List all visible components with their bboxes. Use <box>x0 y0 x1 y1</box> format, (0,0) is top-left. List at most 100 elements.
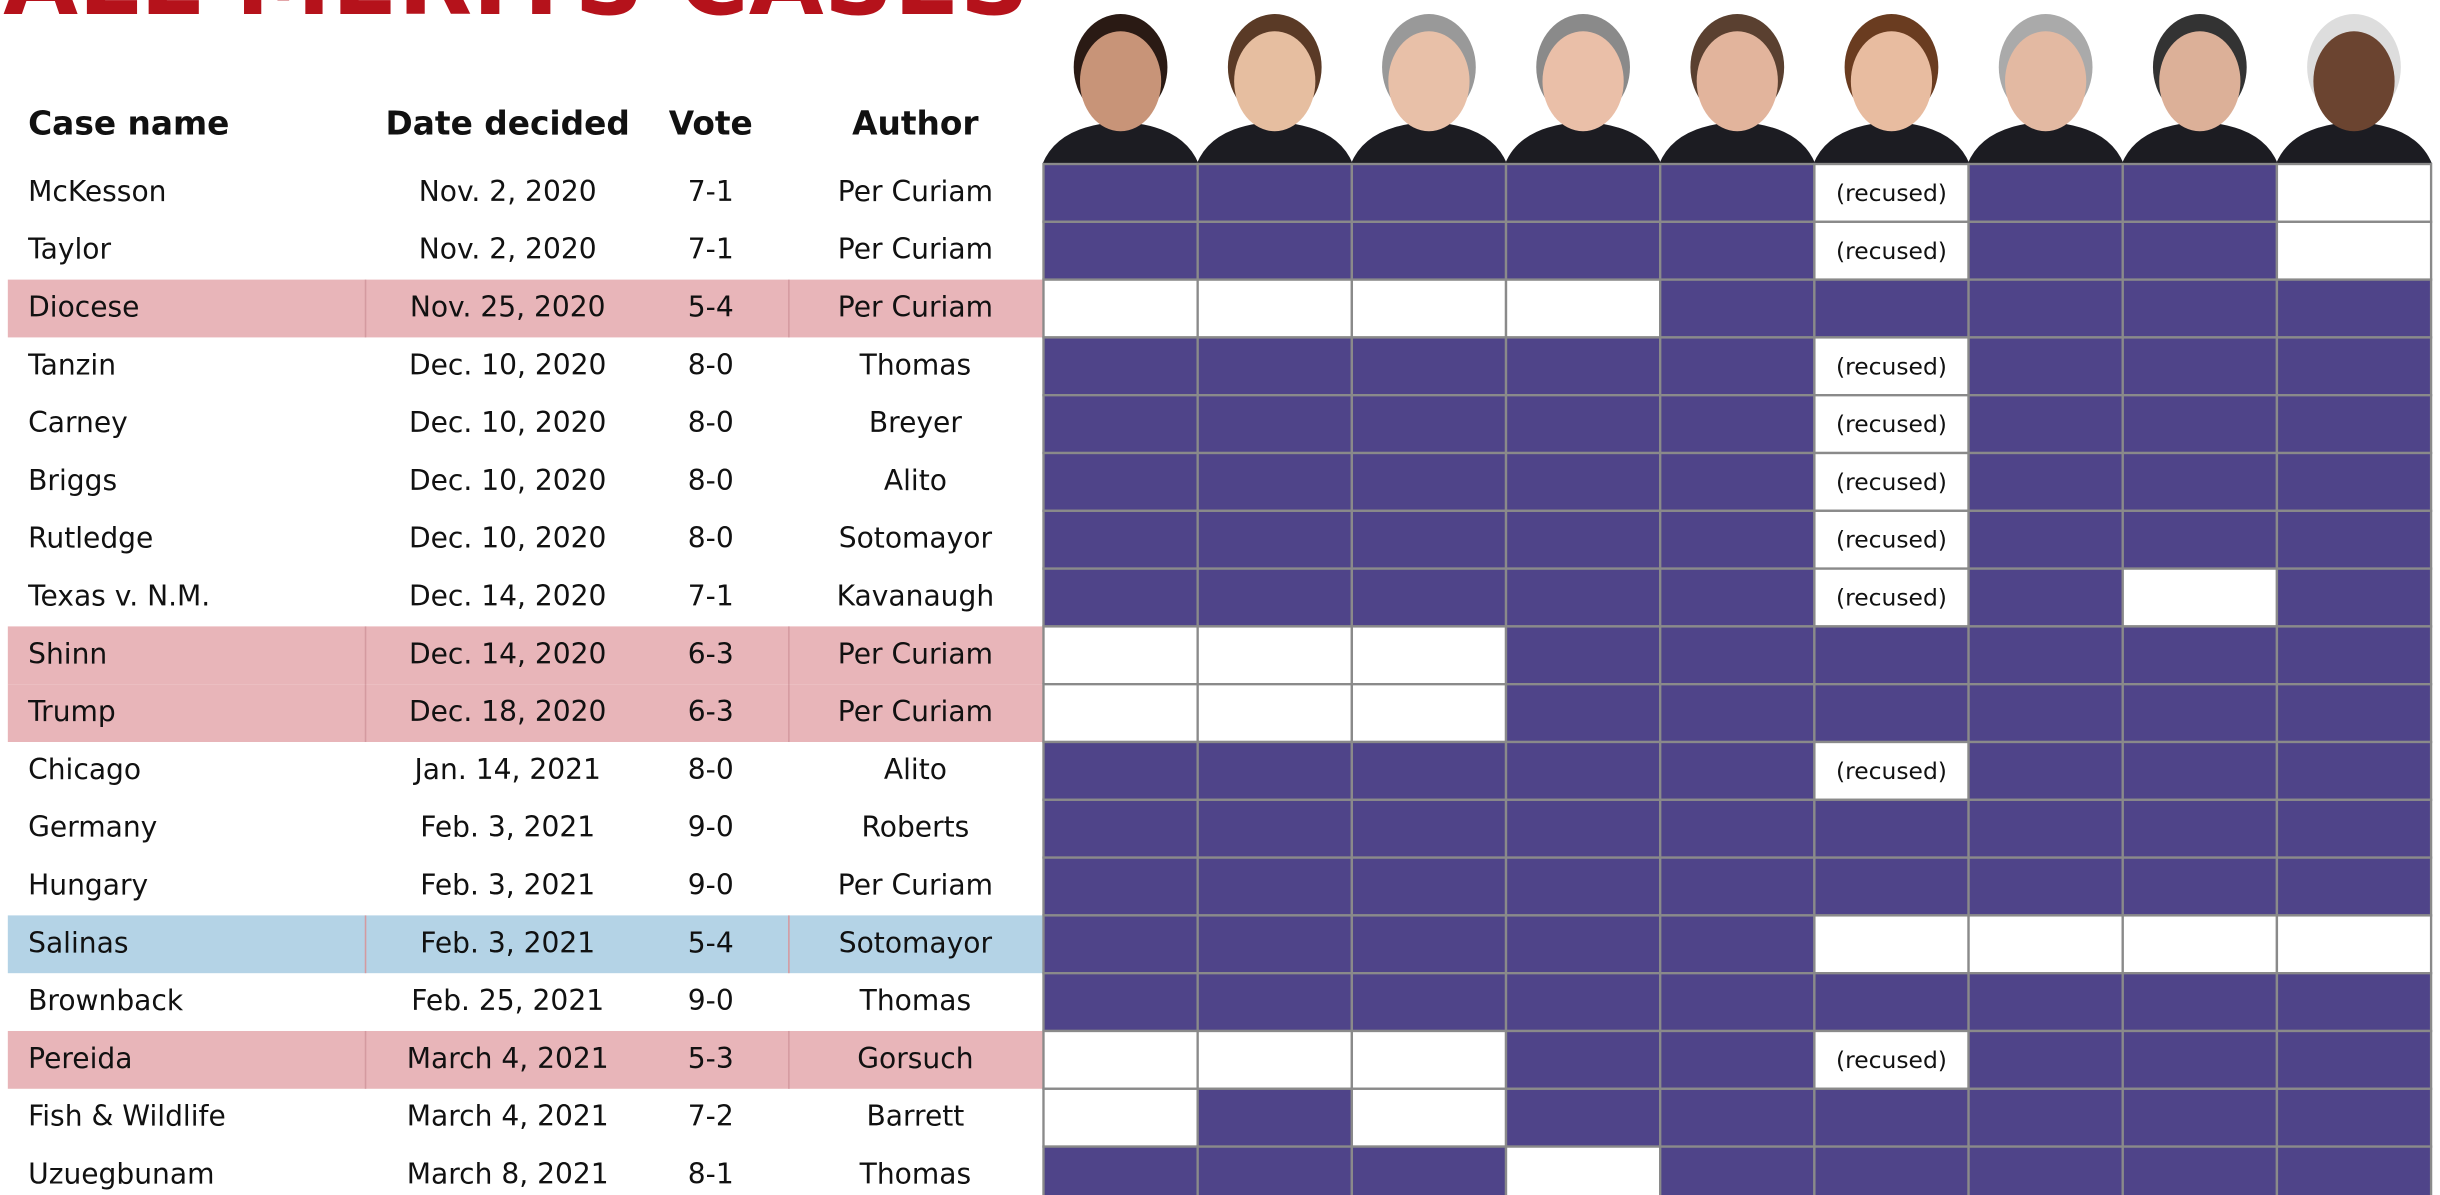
vote-cell <box>1043 511 1197 569</box>
recused-label: (recused) <box>1836 179 1947 207</box>
vote-cell <box>2277 800 2431 858</box>
vote-cell <box>1814 1147 1968 1195</box>
vote-cell <box>1352 684 1506 742</box>
vote-cell <box>1506 973 1660 1031</box>
vote-cell <box>2277 511 2431 569</box>
face <box>1080 31 1161 131</box>
vote-cell <box>1198 164 1352 222</box>
vote-cell <box>2123 742 2277 800</box>
vote-cell <box>1043 858 1197 916</box>
vote-cell <box>1506 626 1660 684</box>
vote-cell <box>1660 684 1814 742</box>
vote-cell <box>2277 337 2431 395</box>
cell-text: 7-1 <box>688 580 734 613</box>
vote-cell <box>1198 337 1352 395</box>
vote-cell <box>1969 453 2123 511</box>
vote-cell <box>2123 858 2277 916</box>
vote-cell <box>2277 858 2431 916</box>
vote-cell <box>1043 164 1197 222</box>
vote-cell <box>1043 1147 1197 1195</box>
vote-cell <box>1198 395 1352 453</box>
vote-cell <box>1660 973 1814 1031</box>
vote-cell <box>2123 973 2277 1031</box>
vote-cell <box>1660 453 1814 511</box>
cell-text: Per Curiam <box>838 291 993 324</box>
cell-text: 5-4 <box>688 926 734 959</box>
recused-label: (recused) <box>1836 757 1947 785</box>
vote-cell <box>2277 569 2431 627</box>
vote-cell <box>1198 1147 1352 1195</box>
vote-cell <box>1660 222 1814 280</box>
vote-cell <box>1043 280 1197 338</box>
cell-text: Feb. 3, 2021 <box>420 811 595 844</box>
face <box>2313 31 2394 131</box>
vote-cell <box>2277 915 2431 973</box>
vote-cell <box>2123 1147 2277 1195</box>
vote-cell <box>1352 395 1506 453</box>
face <box>1542 31 1623 131</box>
vote-cell <box>1660 511 1814 569</box>
vote-cell <box>1043 337 1197 395</box>
cell-text: Dec. 10, 2020 <box>409 348 606 381</box>
vote-cell <box>2277 222 2431 280</box>
vote-cell <box>1352 973 1506 1031</box>
vote-cell <box>1352 453 1506 511</box>
cell-text: Nov. 2, 2020 <box>419 175 597 208</box>
column-header: Case name <box>28 104 229 142</box>
cell-text: 5-3 <box>688 1042 734 1075</box>
vote-cell <box>1198 280 1352 338</box>
vote-cell <box>1043 800 1197 858</box>
cell-text: Fish & Wildlife <box>28 1100 226 1133</box>
cell-text: Roberts <box>861 811 969 844</box>
vote-cell <box>1660 1089 1814 1147</box>
face <box>1234 31 1315 131</box>
cell-text: Alito <box>884 753 947 786</box>
cell-text: 8-0 <box>688 406 734 439</box>
vote-cell <box>1198 1031 1352 1089</box>
vote-cell <box>1660 742 1814 800</box>
vote-cell <box>1198 222 1352 280</box>
cell-text: Per Curiam <box>838 637 993 670</box>
cell-text: 8-0 <box>688 348 734 381</box>
vote-cell <box>1043 1031 1197 1089</box>
cell-text: Breyer <box>869 406 962 439</box>
vote-cell <box>2123 1031 2277 1089</box>
cell-text: Chicago <box>28 753 141 786</box>
cell-text: Feb. 3, 2021 <box>420 926 595 959</box>
vote-cell <box>1969 684 2123 742</box>
vote-cell <box>1043 453 1197 511</box>
vote-cell <box>1814 684 1968 742</box>
vote-cell <box>1660 395 1814 453</box>
cell-text: 6-3 <box>688 695 734 728</box>
cell-text: 9-0 <box>688 811 734 844</box>
face <box>2159 31 2240 131</box>
cell-text: Carney <box>28 406 128 439</box>
vote-cell <box>2277 453 2431 511</box>
cell-text: McKesson <box>28 175 166 208</box>
vote-cell <box>1506 511 1660 569</box>
vote-cell <box>1969 280 2123 338</box>
cell-text: 7-1 <box>688 233 734 266</box>
vote-cell <box>1352 626 1506 684</box>
vote-cell <box>2277 684 2431 742</box>
cell-text: March 8, 2021 <box>407 1157 609 1190</box>
title: ALL MERITS CASES <box>3 0 1029 37</box>
vote-cell <box>1506 337 1660 395</box>
vote-cell <box>2123 1089 2277 1147</box>
vote-cell <box>1969 164 2123 222</box>
vote-cell <box>2277 164 2431 222</box>
recused-label: (recused) <box>1836 526 1947 554</box>
cell-text: Brownback <box>28 984 184 1017</box>
cell-text: Trump <box>27 695 116 728</box>
cell-text: Dec. 18, 2020 <box>409 695 606 728</box>
vote-cell <box>1198 569 1352 627</box>
recused-label: (recused) <box>1836 410 1947 438</box>
vote-cell <box>1660 280 1814 338</box>
vote-cell <box>1198 915 1352 973</box>
cell-text: Per Curiam <box>838 695 993 728</box>
page: ALL MERITS CASES Case nameDate decidedVo… <box>0 0 2440 1195</box>
vote-cell <box>1198 1089 1352 1147</box>
merits-table: ALL MERITS CASES Case nameDate decidedVo… <box>0 0 2440 1195</box>
vote-cell <box>1969 511 2123 569</box>
vote-cell <box>1506 395 1660 453</box>
